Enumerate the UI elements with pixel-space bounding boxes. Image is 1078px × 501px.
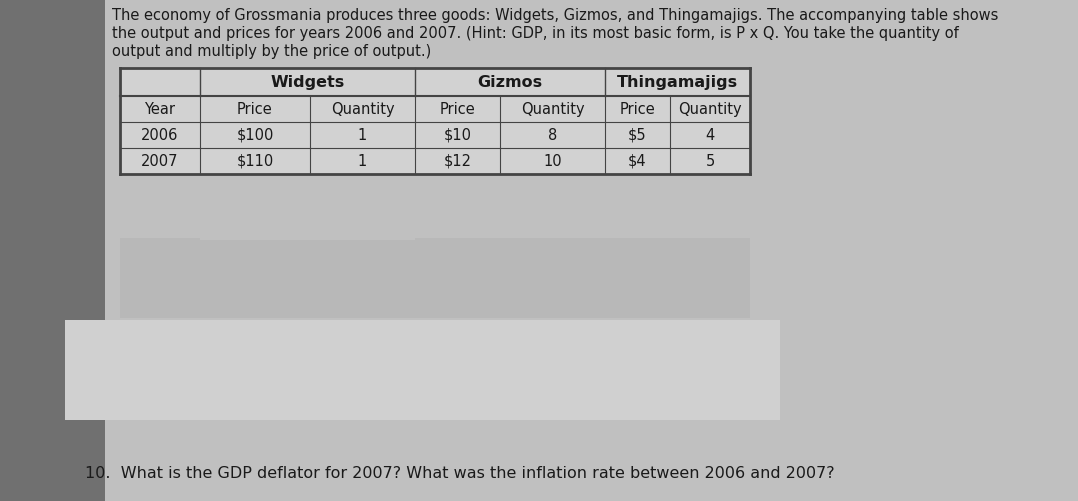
Text: 10: 10 xyxy=(543,153,562,168)
Text: Quantity: Quantity xyxy=(521,102,584,117)
Text: Price: Price xyxy=(620,102,655,117)
Text: Gizmos: Gizmos xyxy=(478,75,542,90)
Bar xyxy=(0,0,105,501)
Text: $5: $5 xyxy=(628,127,647,142)
Text: The economy of Grossmania produces three goods: Widgets, Gizmos, and Thingamajig: The economy of Grossmania produces three… xyxy=(112,8,998,23)
Text: 8: 8 xyxy=(548,127,557,142)
Text: Quantity: Quantity xyxy=(678,102,742,117)
Bar xyxy=(415,238,605,318)
Text: 1: 1 xyxy=(358,153,368,168)
Text: the output and prices for years 2006 and 2007. (Hint: GDP, in its most basic for: the output and prices for years 2006 and… xyxy=(112,26,958,41)
Text: Widgets: Widgets xyxy=(271,75,345,90)
Text: 1: 1 xyxy=(358,127,368,142)
Text: $4: $4 xyxy=(628,153,647,168)
Text: 4: 4 xyxy=(705,127,715,142)
Bar xyxy=(120,238,201,318)
Text: $100: $100 xyxy=(236,127,274,142)
Text: $10: $10 xyxy=(443,127,471,142)
Bar xyxy=(201,238,415,318)
Text: 2007: 2007 xyxy=(141,153,179,168)
Text: Year: Year xyxy=(144,102,176,117)
Bar xyxy=(201,230,415,240)
Text: 2006: 2006 xyxy=(141,127,179,142)
Text: 10.  What is the GDP deflator for 2007? What was the inflation rate between 2006: 10. What is the GDP deflator for 2007? W… xyxy=(85,466,834,481)
Bar xyxy=(120,68,750,174)
Text: Thingamajigs: Thingamajigs xyxy=(617,75,738,90)
Bar xyxy=(605,238,750,318)
Bar xyxy=(65,320,780,420)
Text: Price: Price xyxy=(237,102,273,117)
Text: $12: $12 xyxy=(443,153,471,168)
Text: $110: $110 xyxy=(236,153,274,168)
Text: output and multiply by the price of output.): output and multiply by the price of outp… xyxy=(112,44,431,59)
Text: 5: 5 xyxy=(705,153,715,168)
Text: Price: Price xyxy=(440,102,475,117)
Text: Quantity: Quantity xyxy=(331,102,395,117)
